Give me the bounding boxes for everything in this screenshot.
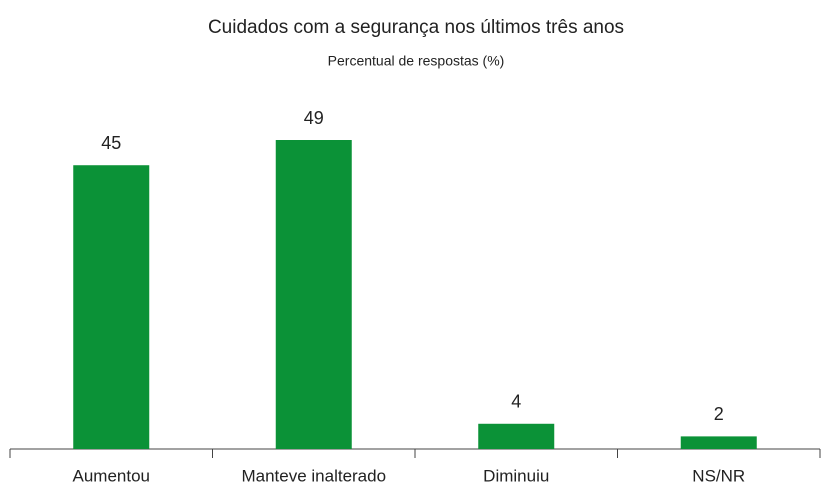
x-tick-label: Manteve inalterado: [241, 466, 386, 485]
chart-title: Cuidados com a segurança nos últimos trê…: [208, 17, 624, 38]
bar: [73, 165, 150, 449]
chart-subtitle: Percentual de respostas (%): [328, 53, 505, 69]
x-tick-label: Diminuiu: [483, 466, 549, 485]
data-label: 49: [304, 108, 324, 128]
data-label: 2: [714, 404, 724, 424]
data-label: 45: [101, 133, 121, 153]
data-label: 4: [511, 392, 521, 412]
x-tick-label: Aumentou: [73, 466, 151, 485]
x-tick-label: NS/NR: [692, 466, 745, 485]
bar: [680, 436, 757, 449]
bar: [478, 423, 555, 449]
bar: [275, 140, 352, 449]
